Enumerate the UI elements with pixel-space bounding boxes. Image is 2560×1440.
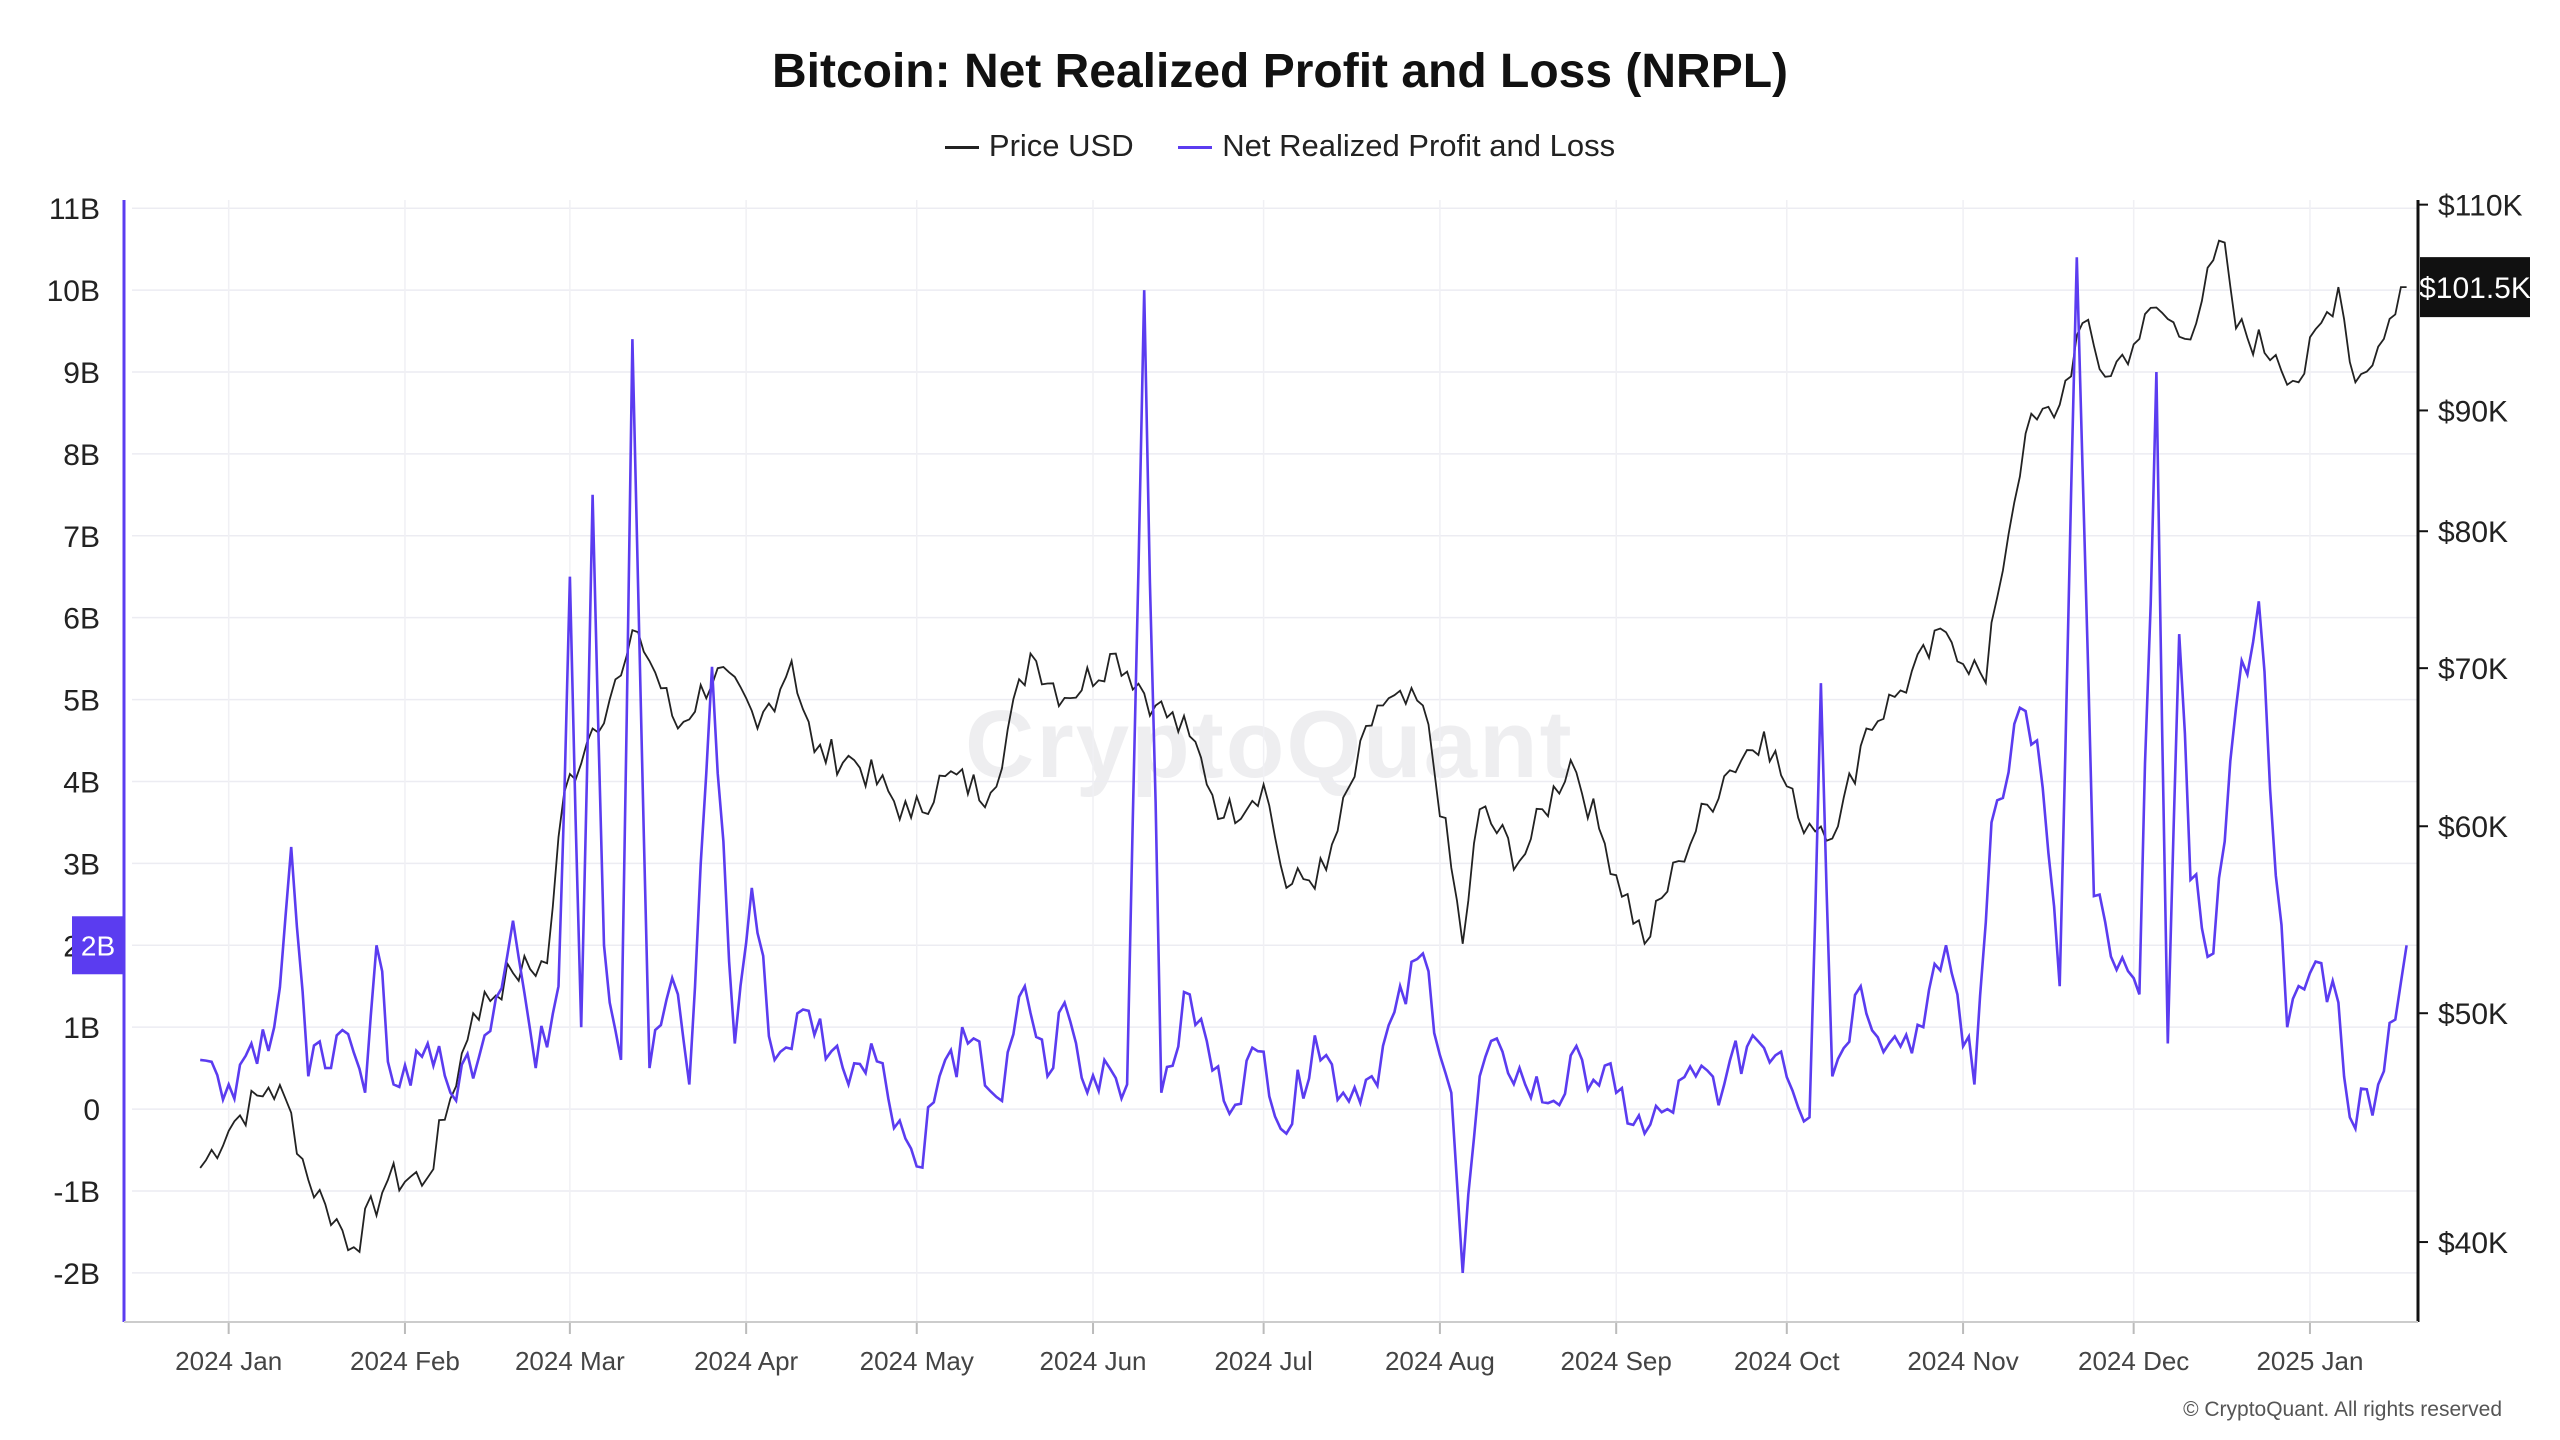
left-tick-label: 9B: [63, 357, 100, 390]
legend-item-nrpl[interactable]: Net Realized Profit and Loss: [1178, 128, 1615, 164]
left-tick-label: 0: [83, 1094, 100, 1127]
left-tick-label: 11B: [49, 193, 100, 226]
right-tick-label: $80K: [2438, 516, 2508, 549]
left-tick-label: 5B: [63, 685, 100, 718]
price-value-badge-text: $101.5K: [2419, 272, 2531, 305]
left-tick-label: 3B: [63, 848, 100, 881]
x-tick-label: 2024 Aug: [1385, 1346, 1495, 1376]
price-value-badge: [2420, 257, 2530, 318]
left-tick-label: 8B: [63, 439, 100, 472]
x-tick-label: 2025 Jan: [2256, 1346, 2363, 1376]
left-tick-label: 7B: [63, 521, 100, 554]
x-tick-label: 2024 May: [860, 1346, 974, 1376]
right-tick-label: $110K: [2438, 190, 2523, 223]
left-tick-label: 4B: [63, 766, 100, 799]
chart-title: Bitcoin: Net Realized Profit and Loss (N…: [771, 45, 1789, 98]
right-tick-label: $50K: [2438, 998, 2508, 1031]
series-line-price: [199, 239, 2407, 1254]
left-tick-label: 10B: [47, 275, 100, 308]
x-tick-label: 2024 Jan: [175, 1346, 282, 1376]
left-tick-label: -1B: [53, 1176, 100, 1209]
legend-item-price[interactable]: Price USD: [944, 128, 1134, 164]
legend: Price USD Net Realized Profit and Loss: [0, 128, 2560, 164]
legend-swatch-nrpl: [1178, 146, 1213, 150]
left-tick-label: 1B: [63, 1012, 100, 1045]
x-tick-label: 2024 Nov: [1907, 1346, 2018, 1376]
value-badges: $101.5K 2B: [72, 257, 2531, 975]
x-tick-label: 2024 Feb: [350, 1346, 460, 1376]
nrpl-value-badge: [72, 916, 124, 975]
right-tick-label: $70K: [2438, 653, 2508, 686]
left-tick-label: -2B: [53, 1258, 100, 1291]
grid-lines: [132, 200, 2418, 1322]
x-tick-label: 2024 Jul: [1214, 1346, 1312, 1376]
x-tick-label: 2024 Apr: [694, 1346, 798, 1376]
x-tick-label: 2024 Dec: [2078, 1346, 2189, 1376]
series-line-nrpl: [200, 257, 2408, 1273]
left-tick-label: 6B: [63, 603, 100, 636]
series-layer: [199, 239, 2408, 1273]
x-tick-label: 2024 Oct: [1734, 1346, 1840, 1376]
axes: [122, 200, 2428, 1334]
x-tick-label: 2024 Sep: [1561, 1346, 1672, 1376]
right-tick-label: $40K: [2438, 1227, 2508, 1260]
nrpl-value-badge-text: 2B: [81, 930, 115, 961]
x-tick-label: 2024 Mar: [515, 1346, 625, 1376]
legend-label-price: Price USD: [988, 128, 1134, 163]
legend-label-nrpl: Net Realized Profit and Loss: [1222, 128, 1616, 163]
copyright-notice: © CryptoQuant. All rights reserved: [2183, 1398, 2502, 1421]
legend-swatch-price: [944, 146, 979, 150]
right-tick-label: $90K: [2438, 395, 2508, 428]
axis-labels: 11B 10B 9B 8B 7B 6B 5B 4B 3B 2B 1B 0 -1B -2B $110K $90K…: [47, 190, 2523, 1376]
watermark: CryptoQuant: [965, 691, 1574, 798]
x-tick-label: 2024 Jun: [1040, 1346, 1147, 1376]
right-tick-label: $60K: [2438, 811, 2508, 844]
